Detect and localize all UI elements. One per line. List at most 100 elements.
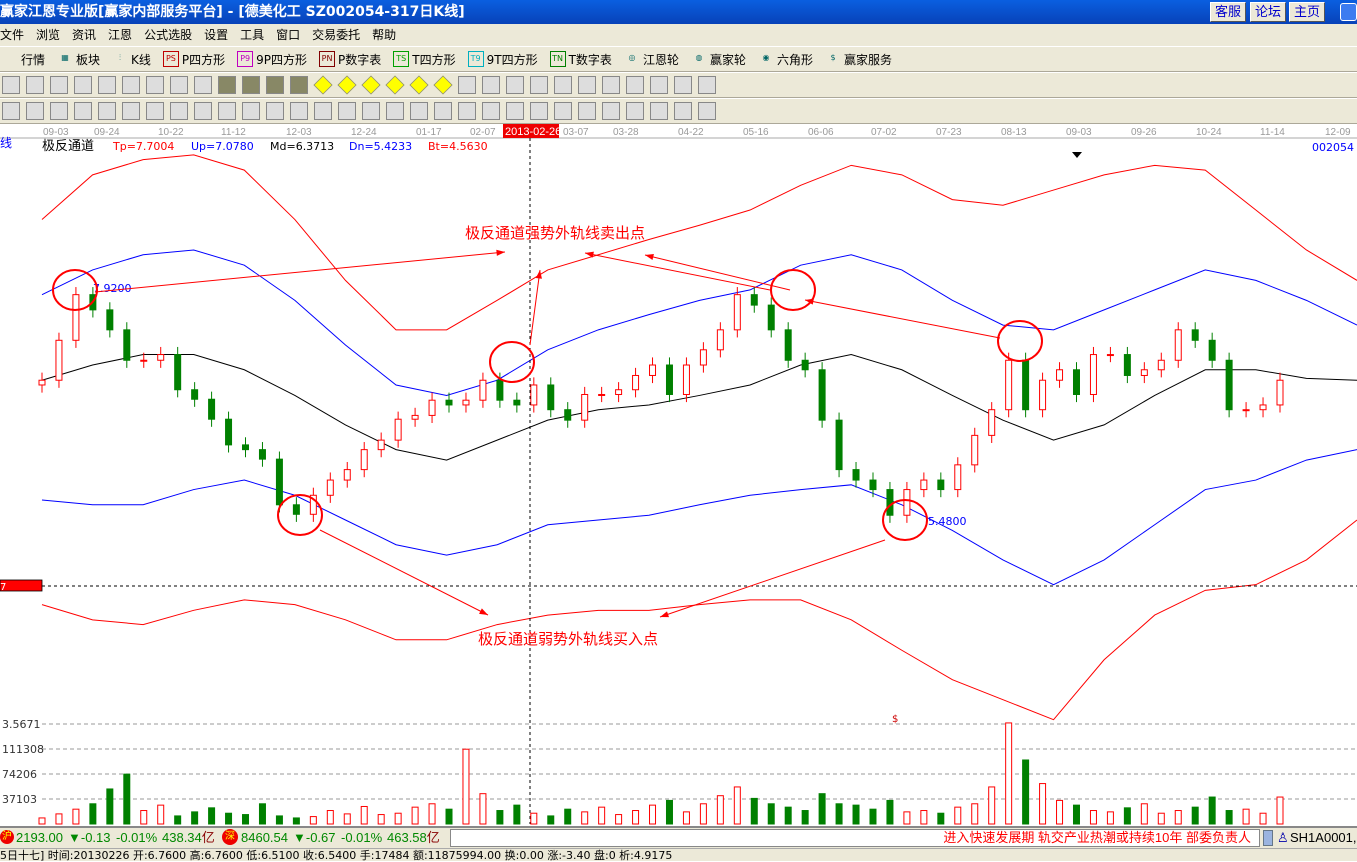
divine-icon[interactable]	[338, 102, 356, 120]
dropdown-icon[interactable]	[2, 76, 20, 94]
hand-icon[interactable]	[458, 76, 476, 94]
menu-item[interactable]: 窗口	[276, 28, 301, 42]
pen-icon[interactable]	[122, 102, 140, 120]
toolbar-button[interactable]: PS P四方形	[162, 51, 225, 68]
calendar-icon[interactable]	[578, 76, 596, 94]
dropdown-icon[interactable]	[146, 76, 164, 94]
minimize-button[interactable]	[1340, 3, 1357, 21]
star-icon[interactable]	[266, 102, 284, 120]
diamond-cross-icon[interactable]	[433, 75, 453, 95]
homepage-button[interactable]: 主页	[1289, 2, 1325, 22]
menu-item[interactable]: 公式选股	[144, 28, 193, 42]
gold-icon[interactable]	[26, 102, 44, 120]
angle-icon[interactable]	[530, 102, 548, 120]
fractal-icon[interactable]	[170, 76, 188, 94]
forum-button[interactable]: 论坛	[1250, 2, 1286, 22]
measure-icon[interactable]	[410, 102, 428, 120]
toolbar-button[interactable]: P9 9P四方形	[237, 51, 307, 68]
save-icon[interactable]	[650, 76, 668, 94]
toolbar-button[interactable]: $ 赢家服务	[825, 51, 892, 68]
grid3-icon[interactable]	[602, 102, 620, 120]
tee-icon[interactable]	[530, 76, 548, 94]
toolbar-button[interactable]: TN T数字表	[549, 51, 612, 68]
target-icon[interactable]	[242, 102, 260, 120]
menu-item[interactable]: 文件	[0, 28, 25, 42]
table-icon[interactable]	[650, 102, 668, 120]
gold2-icon[interactable]	[50, 102, 68, 120]
menu-item[interactable]: 工具	[240, 28, 265, 42]
globe-icon[interactable]	[674, 76, 692, 94]
zigzag-icon[interactable]	[554, 102, 572, 120]
menu-item[interactable]: 浏览	[36, 28, 61, 42]
clipboard-icon[interactable]	[50, 76, 68, 94]
notes-icon[interactable]	[626, 76, 644, 94]
pct-icon[interactable]	[674, 102, 692, 120]
service-button[interactable]: 客服	[1210, 2, 1246, 22]
kline-chart[interactable]: 09-03 09-24 10-22 11-12 12-03 12-24 01-17 02-07…	[0, 124, 1357, 826]
signal-circle	[277, 494, 323, 536]
first-icon[interactable]	[218, 76, 236, 94]
flag-icon[interactable]	[194, 76, 212, 94]
menu-item[interactable]: 设置	[204, 28, 229, 42]
hash-icon[interactable]	[170, 102, 188, 120]
toolbar-button[interactable]: TS T四方形	[393, 51, 456, 68]
circle-icon[interactable]	[146, 102, 164, 120]
tools-icon[interactable]	[698, 76, 716, 94]
volume-bar	[360, 805, 368, 825]
fan2-icon[interactable]	[482, 102, 500, 120]
grid-icon[interactable]	[2, 102, 20, 120]
menu-item[interactable]: 资讯	[72, 28, 97, 42]
date-tick: 09-26	[1131, 127, 1157, 138]
fib-icon[interactable]	[362, 102, 380, 120]
volume-panel: 3.5671 111308 74206 37103	[2, 718, 1357, 825]
menu-item[interactable]: 交易委托	[312, 28, 361, 42]
pn-icon: PN	[319, 51, 336, 67]
toolbar-button[interactable]: PN P数字表	[319, 51, 381, 68]
ruler-icon[interactable]	[386, 102, 404, 120]
toolbar-button[interactable]: ⫶ K线	[112, 51, 151, 68]
network-icon[interactable]	[26, 76, 44, 94]
web-icon[interactable]	[290, 102, 308, 120]
diamond-x-icon[interactable]	[385, 75, 405, 95]
candle-icon[interactable]	[122, 76, 140, 94]
last-icon[interactable]	[242, 76, 260, 94]
toolbar-button[interactable]: T9 9T四方形	[467, 51, 538, 68]
chart-3-icon[interactable]	[74, 76, 92, 94]
line-icon[interactable]	[506, 76, 524, 94]
calculator-icon[interactable]	[602, 76, 620, 94]
menu-item[interactable]: 江恩	[108, 28, 133, 42]
crosshair-icon[interactable]	[482, 76, 500, 94]
brain-icon[interactable]	[554, 76, 572, 94]
spiral-icon[interactable]	[98, 102, 116, 120]
triangle-icon[interactable]	[218, 102, 236, 120]
grid2-icon[interactable]	[578, 102, 596, 120]
diamond-right-icon[interactable]	[337, 75, 357, 95]
F-icon[interactable]	[74, 102, 92, 120]
n2-icon[interactable]	[194, 102, 212, 120]
next-icon[interactable]	[290, 76, 308, 94]
toolbar-button[interactable]: ◎ 江恩轮	[624, 51, 679, 68]
toolbar-label: 赢家服务	[843, 52, 892, 67]
diamond-left-icon[interactable]	[313, 75, 333, 95]
parallel-icon[interactable]	[314, 102, 332, 120]
menu-item[interactable]: 帮助	[372, 28, 397, 42]
toolbar-button[interactable]: ◉ 六角形	[758, 51, 813, 68]
diamond-v-icon[interactable]	[409, 75, 429, 95]
toolbar-button[interactable]: 行情	[2, 51, 45, 68]
ticker-scroll-button[interactable]	[1263, 830, 1273, 846]
diamond-h-icon[interactable]	[361, 75, 381, 95]
arrow-line	[644, 254, 791, 291]
chart-9-icon[interactable]	[98, 76, 116, 94]
percent-icon[interactable]	[698, 102, 716, 120]
candle-body	[547, 384, 555, 411]
toolbar-button[interactable]: ▦ 板块	[57, 51, 100, 68]
toolbar-button[interactable]: ◍ 赢家轮	[691, 51, 746, 68]
fan3-icon[interactable]	[506, 102, 524, 120]
box-icon[interactable]	[434, 102, 452, 120]
candle-body	[750, 294, 758, 306]
news-ticker[interactable]: 进入快速发展期 轨交产业热潮或持续10年 部委负责人	[450, 829, 1260, 847]
lines-icon[interactable]	[626, 102, 644, 120]
prev-icon[interactable]	[266, 76, 284, 94]
volume-bar	[784, 806, 792, 825]
fan-icon[interactable]	[458, 102, 476, 120]
